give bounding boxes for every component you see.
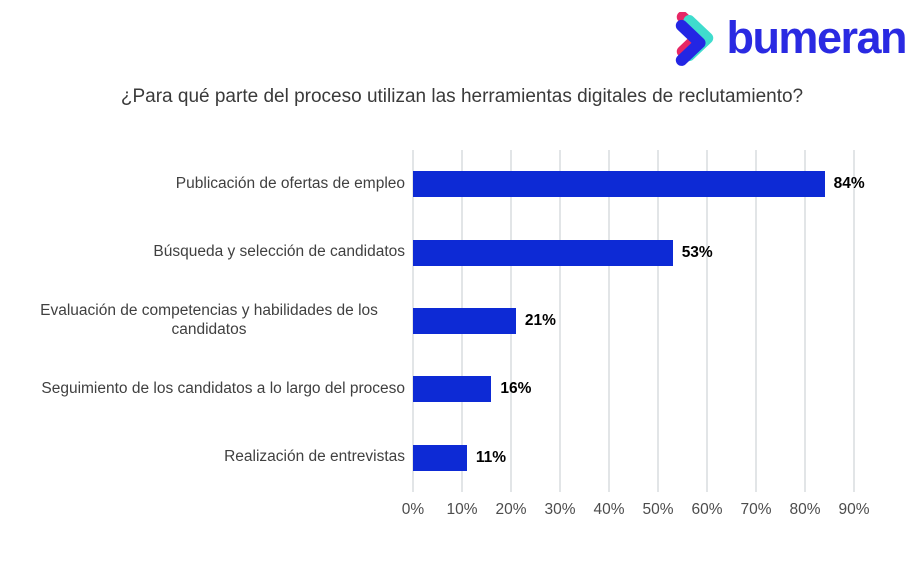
bumeran-chevron-icon <box>676 12 714 66</box>
x-tick-label: 80% <box>789 501 821 518</box>
x-tick-label: 70% <box>740 501 772 518</box>
category-label: Realización de entrevistas <box>224 448 405 466</box>
bar-track: 16% <box>413 376 924 403</box>
bar-track: 11% <box>413 444 924 471</box>
chart-title-text: ¿Para qué parte del proceso utilizan las… <box>120 86 804 107</box>
gridline <box>559 150 561 492</box>
bar <box>413 307 516 334</box>
bar-track: 21% <box>413 307 924 334</box>
category-label: Búsqueda y selección de candidatos <box>153 243 405 261</box>
bar <box>413 239 673 266</box>
bumeran-logo: bumeran <box>671 11 907 68</box>
gridline <box>608 150 610 492</box>
category-label-cell: Realización de entrevistas <box>0 448 405 467</box>
bar-track: 84% <box>413 171 924 198</box>
x-tick-label: 50% <box>642 501 674 518</box>
x-tick-label: 20% <box>495 501 527 518</box>
x-axis: 0% 10% 20% 30% 40% 50% 60% 70% 80% 90% <box>0 501 924 525</box>
bar <box>413 171 825 198</box>
category-label: Seguimiento de los candidatos a lo largo… <box>41 379 405 397</box>
value-label: 21% <box>524 311 556 329</box>
value-label: 84% <box>833 175 865 193</box>
bar-chart: Publicación de ofertas de empleo 84% Búsqu… <box>0 150 924 530</box>
gridline <box>657 150 659 492</box>
value-label: 11% <box>475 448 507 466</box>
gridline <box>804 150 806 492</box>
x-tick-label: 30% <box>544 501 576 518</box>
bar-row: Evaluación de competencias y habilidades… <box>0 287 924 355</box>
x-tick-label: 0% <box>401 501 425 518</box>
category-label-cell: Publicación de ofertas de empleo <box>0 175 405 194</box>
gridline <box>706 150 708 492</box>
value-label: 16% <box>500 380 532 398</box>
bar-row: Búsqueda y selección de candidatos 53% <box>0 218 924 286</box>
bar-track: 53% <box>413 239 924 266</box>
category-label: Publicación de ofertas de empleo <box>175 174 405 192</box>
chart-rows: Publicación de ofertas de empleo 84% Búsqu… <box>0 150 924 492</box>
value-label: 53% <box>681 243 713 261</box>
x-tick-label: 60% <box>691 501 723 518</box>
bar-row: Realización de entrevistas 11% <box>0 424 924 492</box>
x-tick-label: 10% <box>446 501 478 518</box>
bar <box>413 376 492 403</box>
x-tick-label: 90% <box>838 501 870 518</box>
chart-title: ¿Para qué parte del proceso utilizan las… <box>0 86 924 108</box>
bar-row: Publicación de ofertas de empleo 84% <box>0 150 924 218</box>
category-label-cell: Seguimiento de los candidatos a lo largo… <box>0 380 405 399</box>
gridline <box>853 150 855 492</box>
category-label-cell: Búsqueda y selección de candidatos <box>0 243 405 262</box>
bumeran-wordmark: bumeran <box>726 11 907 63</box>
x-tick-label: 40% <box>593 501 625 518</box>
bar <box>413 444 467 471</box>
bar-row: Seguimiento de los candidatos a lo largo… <box>0 355 924 423</box>
gridline <box>755 150 757 492</box>
category-label-cell: Evaluación de competencias y habilidades… <box>0 302 405 340</box>
category-label: Evaluación de competencias y habilidades… <box>40 302 378 338</box>
